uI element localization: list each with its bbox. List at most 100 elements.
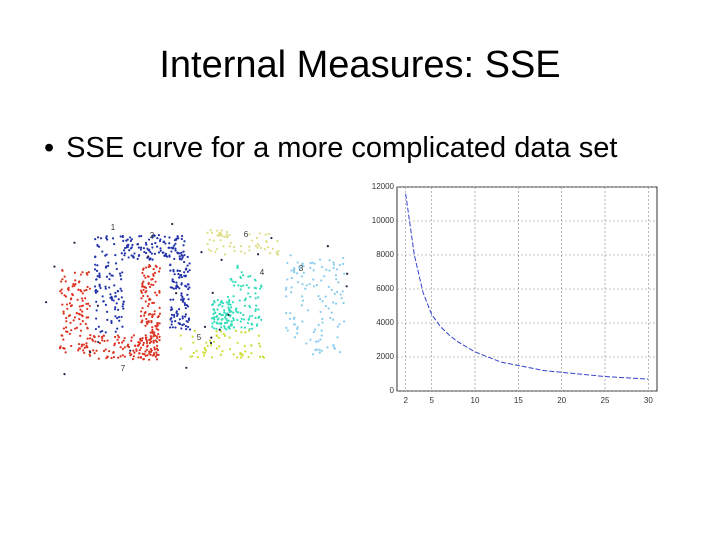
scatter-dot (128, 351, 131, 355)
scatter-dot (260, 318, 263, 321)
scatter-dot (284, 288, 287, 291)
scatter-dot (113, 284, 116, 287)
scatter-dot (96, 236, 100, 239)
scatter-dot (225, 314, 228, 317)
scatter-dot (323, 275, 326, 278)
scatter-dot (83, 289, 86, 292)
scatter-dot (170, 308, 174, 311)
scatter-dot (236, 266, 239, 269)
scatter-dot (136, 257, 139, 261)
scatter-dot (178, 255, 181, 258)
scatter-dot (142, 288, 145, 292)
scatter-dot (236, 356, 239, 359)
scatter-dot (228, 298, 231, 302)
scatter-dot (152, 301, 156, 304)
scatter-dot (94, 255, 97, 258)
scatter-dot (342, 256, 345, 260)
scatter-dot (157, 328, 160, 331)
scatter-dot (129, 354, 132, 357)
scatter-dot (329, 316, 332, 320)
scatter-dot (193, 329, 196, 332)
scatter-dot (118, 272, 122, 275)
scatter-dot (95, 278, 98, 281)
scatter-dot (86, 326, 89, 329)
scatter-dot (178, 276, 181, 279)
scatter-dot (114, 253, 117, 257)
scatter-dot (151, 234, 154, 237)
scatter-dot (105, 235, 108, 238)
scatter-dot (168, 242, 171, 245)
scatter-dot (253, 278, 256, 281)
scatter-dot (173, 315, 176, 318)
scatter-dot (94, 291, 98, 294)
scatter-dot (106, 355, 109, 359)
scatter-dot (172, 298, 175, 301)
scatter-dot (253, 286, 256, 289)
scatter-dot (71, 293, 74, 296)
scatter-dot (110, 356, 113, 360)
scatter-dot (210, 317, 214, 320)
scatter-dot (327, 285, 330, 288)
scatter-dot (178, 258, 182, 261)
scatter-dot (141, 337, 144, 340)
scatter-dot (213, 318, 216, 321)
scatter-dot (120, 296, 123, 299)
scatter-dot (239, 245, 243, 248)
scatter-dot (332, 344, 335, 347)
scatter-dot (321, 317, 324, 320)
y-tick-label: 6000 (376, 284, 394, 293)
scatter-dot (89, 354, 92, 357)
scatter-dot (107, 261, 110, 264)
scatter-dot (334, 274, 338, 277)
scatter-dot (154, 241, 157, 245)
scatter-dot (150, 349, 153, 352)
scatter-dot (141, 282, 144, 285)
scatter-dot (180, 258, 183, 261)
scatter-dot (144, 300, 147, 303)
scatter-dot (231, 301, 235, 304)
scatter-dot (147, 302, 151, 306)
scatter-dot (336, 325, 339, 328)
scatter-dot (94, 263, 97, 266)
scatter-dot (186, 293, 189, 296)
scatter-dot (290, 269, 293, 272)
scatter-dot (132, 334, 135, 337)
scatter-dot (178, 322, 181, 325)
scatter-dot (184, 274, 187, 277)
scatter-dot (153, 310, 156, 313)
scatter-dot (185, 267, 188, 270)
scatter-dot (221, 317, 224, 321)
scatter-dot (330, 311, 333, 314)
scatter-dot (119, 235, 122, 238)
scatter-dot (112, 355, 116, 359)
scatter-dot (149, 337, 152, 340)
scatter-dot (203, 346, 206, 350)
scatter-dot (121, 258, 124, 261)
scatter-dot (215, 335, 219, 338)
scatter-dot (237, 284, 240, 287)
scatter-dot (327, 307, 330, 310)
scatter-dot (302, 265, 305, 268)
scatter-dot (116, 338, 119, 341)
scatter-dot (157, 251, 161, 254)
scatter-dot (102, 300, 105, 303)
scatter-dot (239, 351, 242, 355)
scatter-dot (105, 310, 109, 313)
scatter-dot (141, 306, 144, 310)
scatter-dot (148, 263, 151, 267)
scatter-dot (89, 350, 92, 354)
scatter-dot (205, 341, 208, 344)
scatter-dot (219, 330, 223, 333)
scatter-dot (214, 250, 217, 254)
scatter-dot (254, 297, 257, 300)
scatter-dot (101, 339, 104, 342)
x-tick-label: 20 (557, 396, 566, 405)
scatter-dot (224, 312, 227, 315)
scatter-dot (191, 335, 194, 338)
scatter-dot (184, 324, 188, 328)
scatter-dot (317, 340, 320, 343)
scatter-dot (114, 262, 118, 265)
scatter-dot (260, 284, 263, 287)
scatter-dot (285, 295, 288, 298)
scatter-dot (150, 283, 153, 286)
